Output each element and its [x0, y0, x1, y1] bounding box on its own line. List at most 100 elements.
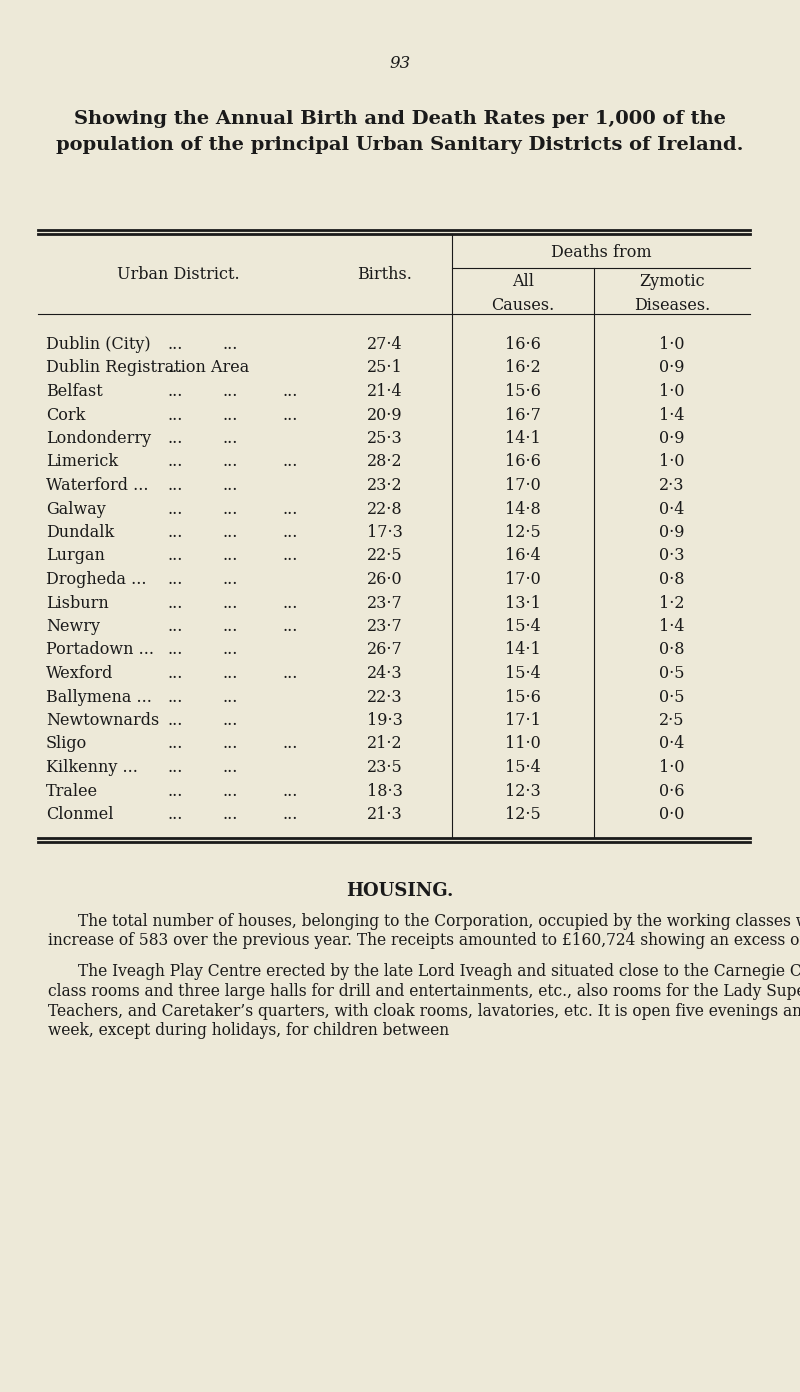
Text: Dublin (City): Dublin (City) [46, 335, 150, 354]
Text: ...: ... [222, 594, 238, 611]
Text: 27·4: 27·4 [367, 335, 403, 354]
Text: ...: ... [282, 383, 298, 400]
Text: ...: ... [222, 665, 238, 682]
Text: ...: ... [222, 735, 238, 753]
Text: 21·2: 21·2 [367, 735, 403, 753]
Text: 14·1: 14·1 [505, 430, 541, 447]
Text: 17·0: 17·0 [505, 571, 541, 587]
Text: 20·9: 20·9 [367, 406, 403, 423]
Text: 14·8: 14·8 [505, 501, 541, 518]
Text: ...: ... [282, 454, 298, 470]
Text: ...: ... [222, 711, 238, 729]
Text: 0·8: 0·8 [659, 642, 685, 658]
Text: ...: ... [167, 335, 182, 354]
Text: ...: ... [222, 642, 238, 658]
Text: ...: ... [282, 806, 298, 823]
Text: ...: ... [167, 618, 182, 635]
Text: Teachers, and Caretaker’s quarters, with cloak rooms, lavatories, etc. It is ope: Teachers, and Caretaker’s quarters, with… [48, 1002, 800, 1019]
Text: 1·2: 1·2 [659, 594, 685, 611]
Text: Newtownards: Newtownards [46, 711, 159, 729]
Text: ...: ... [222, 806, 238, 823]
Text: ...: ... [282, 547, 298, 565]
Text: 1·0: 1·0 [659, 335, 685, 354]
Text: 23·7: 23·7 [367, 594, 403, 611]
Text: 2·5: 2·5 [659, 711, 685, 729]
Text: 12·5: 12·5 [505, 806, 541, 823]
Text: 0·4: 0·4 [659, 735, 685, 753]
Text: ...: ... [167, 477, 182, 494]
Text: ...: ... [222, 689, 238, 706]
Text: 15·4: 15·4 [505, 759, 541, 775]
Text: Births.: Births. [358, 266, 413, 283]
Text: class rooms and three large halls for drill and entertainments, etc., also rooms: class rooms and three large halls for dr… [48, 983, 800, 999]
Text: 17·1: 17·1 [505, 711, 541, 729]
Text: All
Causes.: All Causes. [491, 273, 554, 313]
Text: 0·3: 0·3 [659, 547, 685, 565]
Text: 26·7: 26·7 [367, 642, 403, 658]
Text: ...: ... [167, 359, 182, 376]
Text: ...: ... [222, 430, 238, 447]
Text: Waterford ...: Waterford ... [46, 477, 149, 494]
Text: 23·2: 23·2 [367, 477, 403, 494]
Text: 11·0: 11·0 [505, 735, 541, 753]
Text: ...: ... [282, 735, 298, 753]
Text: ...: ... [167, 594, 182, 611]
Text: ...: ... [167, 759, 182, 775]
Text: 15·4: 15·4 [505, 665, 541, 682]
Text: Limerick: Limerick [46, 454, 118, 470]
Text: 26·0: 26·0 [367, 571, 403, 587]
Text: 24·3: 24·3 [367, 665, 403, 682]
Text: ...: ... [167, 571, 182, 587]
Text: ...: ... [222, 454, 238, 470]
Text: ...: ... [222, 335, 238, 354]
Text: The Iveagh Play Centre erected by the late Lord Iveagh and situated close to the: The Iveagh Play Centre erected by the la… [78, 963, 800, 980]
Text: ...: ... [167, 711, 182, 729]
Text: 0·9: 0·9 [659, 523, 685, 541]
Text: ...: ... [282, 594, 298, 611]
Text: population of the principal Urban Sanitary Districts of Ireland.: population of the principal Urban Sanita… [56, 136, 744, 155]
Text: Sligo: Sligo [46, 735, 87, 753]
Text: ...: ... [222, 782, 238, 799]
Text: ...: ... [167, 665, 182, 682]
Text: 1·0: 1·0 [659, 759, 685, 775]
Text: 23·5: 23·5 [367, 759, 403, 775]
Text: ...: ... [222, 383, 238, 400]
Text: Tralee: Tralee [46, 782, 98, 799]
Text: Kilkenny ...: Kilkenny ... [46, 759, 138, 775]
Text: 93: 93 [390, 56, 410, 72]
Text: 0·5: 0·5 [659, 689, 685, 706]
Text: ...: ... [167, 454, 182, 470]
Text: ...: ... [282, 618, 298, 635]
Text: 2·3: 2·3 [659, 477, 685, 494]
Text: ...: ... [167, 406, 182, 423]
Text: 0·9: 0·9 [659, 430, 685, 447]
Text: 15·6: 15·6 [505, 689, 541, 706]
Text: ...: ... [222, 501, 238, 518]
Text: 21·3: 21·3 [367, 806, 403, 823]
Text: 16·6: 16·6 [505, 335, 541, 354]
Text: 1·0: 1·0 [659, 454, 685, 470]
Text: 19·3: 19·3 [367, 711, 403, 729]
Text: Newry: Newry [46, 618, 100, 635]
Text: Londonderry: Londonderry [46, 430, 151, 447]
Text: ...: ... [222, 406, 238, 423]
Text: 16·4: 16·4 [505, 547, 541, 565]
Text: Deaths from: Deaths from [550, 244, 651, 262]
Text: Clonmel: Clonmel [46, 806, 114, 823]
Text: ...: ... [222, 477, 238, 494]
Text: ...: ... [167, 806, 182, 823]
Text: ...: ... [222, 759, 238, 775]
Text: ...: ... [167, 523, 182, 541]
Text: 18·3: 18·3 [367, 782, 403, 799]
Text: 16·6: 16·6 [505, 454, 541, 470]
Text: The total number of houses, belonging to the Corporation, occupied by the workin: The total number of houses, belonging to… [78, 913, 800, 930]
Text: Showing the Annual Birth and Death Rates per 1,000 of the: Showing the Annual Birth and Death Rates… [74, 110, 726, 128]
Text: 1·4: 1·4 [659, 406, 685, 423]
Text: 0·8: 0·8 [659, 571, 685, 587]
Text: Wexford: Wexford [46, 665, 114, 682]
Text: ...: ... [282, 501, 298, 518]
Text: 14·1: 14·1 [505, 642, 541, 658]
Text: ...: ... [282, 782, 298, 799]
Text: 22·8: 22·8 [367, 501, 403, 518]
Text: ...: ... [222, 523, 238, 541]
